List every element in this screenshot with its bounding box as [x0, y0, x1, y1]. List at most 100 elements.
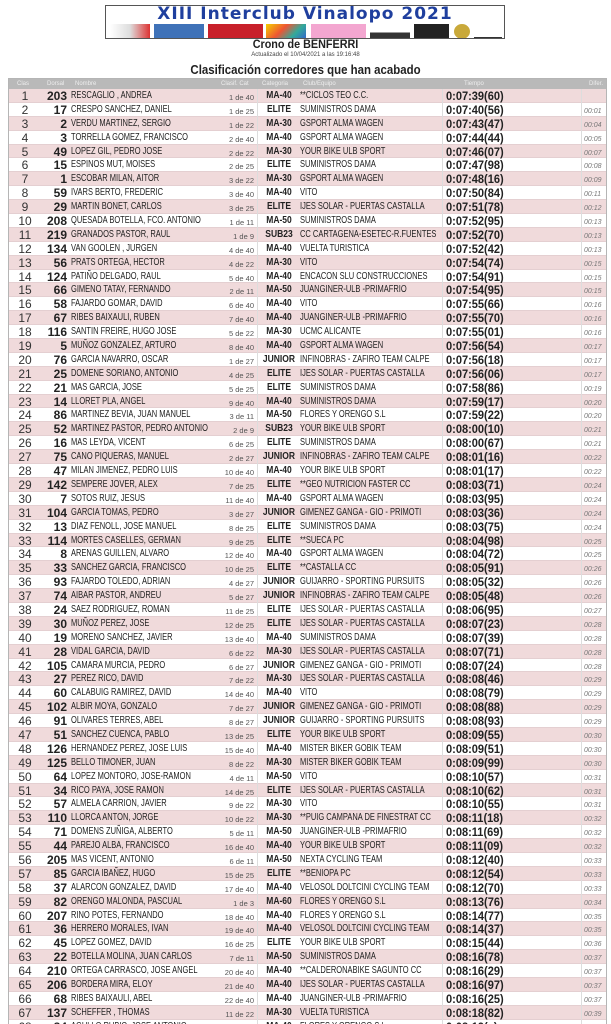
table-row[interactable]: 63 22 BOTELLA MOLINA, JUAN CARLOS 7 de 11 MA… — [9, 950, 606, 965]
finish-time: 0:08:05(32) — [446, 575, 504, 590]
time-gap: 00:30 — [584, 746, 602, 754]
table-row[interactable]: 54 71 DOMENS ZUÑIGA, ALBERTO 5 de 11 MA-50 JU… — [9, 825, 606, 840]
table-row[interactable]: 51 34 RICO PAYA, JOSE RAMON 14 de 25 ELITE IJ… — [9, 783, 606, 798]
table-row[interactable]: 19 5 MUÑOZ GONZALEZ, ARTURO 8 de 40 MA-40 GSP… — [9, 339, 606, 353]
table-row[interactable]: 24 86 MARTINEZ BEVIA, JUAN MANUEL 3 de 11 MA… — [9, 408, 606, 423]
col-header-tiempo[interactable]: Tiempo — [464, 81, 484, 87]
rider-name: MUÑOZ GONZALEZ, ARTURO — [71, 340, 177, 352]
table-row[interactable]: 61 36 HERRERO MORALES, IVAN 19 de 40 MA-40 VE… — [9, 922, 606, 937]
table-row[interactable]: 49 125 BELLO TIMONER, JUAN 8 de 22 MA-30 MIST… — [9, 755, 606, 770]
table-row[interactable]: 14 124 PATIÑO DELGADO, RAUL 5 de 40 MA-40 ENC… — [9, 270, 606, 284]
rank: 28 — [18, 464, 32, 479]
rank: 41 — [18, 644, 32, 659]
table-row[interactable]: 35 33 SANCHEZ GARCIA, FRANCISCO 10 de 25 ELI… — [9, 561, 606, 576]
table-row[interactable]: 33 114 MORTES CASELLES, GERMAN 9 de 25 ELITE… — [9, 533, 606, 548]
time-gap: 00:37 — [584, 983, 602, 990]
table-row[interactable]: 44 60 CALABUIG RAMIREZ, DAVID 14 de 40 MA-40… — [9, 686, 606, 701]
table-row[interactable]: 45 102 ALBIR MOYA, GONZALO 7 de 27 JUNIOR GIM… — [9, 700, 606, 715]
table-row[interactable]: 13 56 PRATS ORTEGA, HECTOR 4 de 22 MA-30 VITO… — [9, 255, 606, 270]
table-row[interactable]: 32 13 DIAZ FENOLL, JOSE MANUEL 8 de 25 ELITE… — [9, 520, 606, 534]
table-row[interactable]: 30 7 SOTOS RUIZ, JESUS 11 de 40 MA-40 GSPORT … — [9, 492, 606, 506]
table-row[interactable]: 16 58 FAJARDO GOMAR, DAVID 6 de 40 MA-40 VITO… — [9, 297, 606, 312]
table-row[interactable]: 31 104 GARCIA TOMAS, PEDRO 3 de 27 JUNIOR GIM… — [9, 505, 606, 520]
table-row[interactable]: 42 105 CAMARA MURCIA, PEDRO 6 de 27 JUNIOR GI… — [9, 659, 606, 673]
table-row[interactable]: 40 19 MORENO SANCHEZ, JAVIER 13 de 40 MA-40 S… — [9, 631, 606, 645]
table-row[interactable]: 26 16 MAS LEYDA, VICENT 6 de 25 ELITE SUMINIS… — [9, 436, 606, 451]
club-team: YOUR BIKE ULB SPORT — [300, 145, 386, 157]
col-header-categoria[interactable]: Categoria — [262, 81, 289, 87]
table-row[interactable]: 56 205 MAS VICENT, ANTONIO 6 de 11 MA-50 NEXT… — [9, 853, 606, 867]
table-row[interactable]: 15 66 GIMENO TATAY, FERNANDO 2 de 11 MA-50 JU… — [9, 283, 606, 298]
table-row[interactable]: 18 116 SANTIN FREIRE, HUGO JOSE 5 de 22 MA-3… — [9, 325, 606, 340]
table-row[interactable]: 9 29 MARTIN BONET, CARLOS 3 de 25 ELITE IJES … — [9, 200, 606, 215]
table-row[interactable]: 20 76 GARCIA NAVARRO, OSCAR 1 de 27 JUNIOR IN… — [9, 353, 606, 367]
table-row[interactable]: 58 37 ALARCON GONZALEZ, DAVID 17 de 40 MA-40… — [9, 881, 606, 895]
table-row[interactable]: 62 45 LOPEZ GOMEZ, DAVID 16 de 25 ELITE YOUR … — [9, 936, 606, 951]
table-row[interactable]: 28 47 MILAN JIMENEZ, PEDRO LUIS 10 de 40 MA-… — [9, 464, 606, 478]
col-header-clas[interactable]: Clas — [17, 81, 30, 87]
table-row[interactable]: 6 15 ESPINOS MUT, MOISES 2 de 25 ELITE SUMINI… — [9, 158, 606, 173]
table-row[interactable]: 5 49 LOPEZ GIL, PEDRO JOSE 2 de 22 MA-30 YOUR… — [9, 144, 606, 159]
table-row[interactable]: 36 93 FAJARDO TOLEDO, ADRIAN 4 de 27 JUNIOR G… — [9, 575, 606, 590]
bib-number: 27 — [53, 672, 67, 687]
rider-name: CALABUIG RAMIREZ, DAVID — [71, 687, 172, 699]
table-row[interactable]: 4 3 TORRELLA GOMEZ, FRANCISCO 2 de 40 MA-40 G… — [9, 131, 606, 145]
table-row[interactable]: 59 82 ORENGO MALONDA, PASCUAL 1 de 3 MA-60 FL… — [9, 894, 606, 909]
col-header-clasif-cat[interactable]: Clasif. Cat — [221, 81, 249, 87]
finish-time: 0:07:44(44) — [446, 130, 504, 145]
table-row[interactable]: 47 51 SANCHEZ CUENCA, PABLO 13 de 25 ELITE YO… — [9, 727, 606, 742]
table-row[interactable]: 29 142 SEMPERE JOVER, ALEX 7 de 25 ELITE **GE… — [9, 477, 606, 492]
category: MA-40 — [266, 742, 292, 754]
table-row[interactable]: 10 208 QUESADA BOTELLA, FCO. ANTONIO 1 de 1… — [9, 214, 606, 228]
table-row[interactable]: 53 110 LLORCA ANTON, JORGE 10 de 22 MA-30 **P… — [9, 811, 606, 826]
table-row[interactable]: 66 68 RIBES BAIXAULI, ABEL 22 de 40 MA-40 JUA… — [9, 992, 606, 1006]
table-row[interactable]: 46 91 OLIVARES TERRES, ABEL 8 de 27 JUNIOR GU… — [9, 714, 606, 728]
bib-number: 44 — [53, 839, 67, 854]
category: MA-40 — [266, 881, 292, 893]
table-row[interactable]: 12 134 VAN GOOLEN , JURGEN 4 de 40 MA-40 VUEL… — [9, 242, 606, 256]
table-row[interactable]: 7 1 ESCOBAR MILAN, AITOR 3 de 22 MA-30 GSPORT… — [9, 172, 606, 187]
col-header-nombre[interactable]: Nombre — [75, 81, 97, 87]
col-header-dorsal[interactable]: Dorsal — [47, 81, 65, 87]
table-row[interactable]: 39 30 MUÑOZ PEREZ, JOSE 12 de 25 ELITE IJES S… — [9, 616, 606, 631]
col-header-club[interactable]: Club/Equipo — [303, 81, 336, 87]
col-header-difer[interactable]: Difer. — [589, 81, 604, 87]
table-row[interactable]: 11 219 GRANADOS PASTOR, RAUL 1 de 9 SUB23 CC … — [9, 227, 606, 242]
bib-number: 8 — [60, 547, 67, 562]
table-row[interactable]: 64 210 ORTEGA CARRASCO, JOSE ANGEL 20 de 40… — [9, 964, 606, 978]
table-row[interactable]: 8 59 IVARS BERTO, FREDERIC 3 de 40 MA-40 VITO… — [9, 186, 606, 201]
table-row[interactable]: 48 126 HERNANDEZ PEREZ, JOSE LUIS 15 de 40 M… — [9, 742, 606, 756]
table-row[interactable]: 23 14 LLORET PLA, ANGEL 9 de 40 MA-40 SUMINIS… — [9, 394, 606, 409]
category: MA-50 — [266, 215, 292, 227]
table-row[interactable]: 60 207 RINO POTES, FERNANDO 18 de 40 MA-40 FL… — [9, 909, 606, 923]
table-row[interactable]: 38 24 SAEZ RODRIGUEZ, ROMAN 11 de 25 ELITE IJ… — [9, 603, 606, 617]
table-row[interactable]: 57 85 GARCIA IBAÑEZ, HUGO 15 de 25 ELITE **BE… — [9, 866, 606, 881]
table-row[interactable]: 55 44 PAREJO ALBA, FRANCISCO 16 de 40 MA-40 Y… — [9, 839, 606, 853]
time-gap: 00:32 — [584, 830, 602, 838]
table-row[interactable]: 21 25 DOMENE SORIANO, ANTONIO 4 de 25 ELITE I… — [9, 366, 606, 381]
table-row[interactable]: 41 28 VIDAL GARCIA, DAVID 6 de 22 MA-30 IJES … — [9, 644, 606, 659]
table-row[interactable]: 25 52 MARTINEZ PASTOR, PEDRO ANTONIO 2 de 9… — [9, 422, 606, 437]
column-divider — [442, 89, 443, 1024]
table-row[interactable]: 52 57 ALMELA CARRION, JAVIER 9 de 22 MA-30 VI… — [9, 797, 606, 812]
category: MA-60 — [266, 895, 292, 907]
table-row[interactable]: 65 206 BORDERA MIRA, ELOY 21 de 40 MA-40 IJES… — [9, 978, 606, 992]
rider-name: LLORCA ANTON, JORGE — [71, 812, 159, 824]
table-row[interactable]: 6884AGULLO RUBIO, JOSE ANTONIO23 de 40MA… — [9, 1020, 606, 1024]
table-row[interactable]: 22 21 MAS GARCIA, JOSE 5 de 25 ELITE SUMINIST… — [9, 381, 606, 395]
table-row[interactable]: 27 75 CANO PIQUERAS, MANUEL 2 de 27 JUNIOR IN… — [9, 450, 606, 465]
category-rank: 4 de 11 — [229, 773, 254, 783]
table-row[interactable]: 34 8 ARENAS GUILLEN, ALVARO 12 de 40 MA-40 GS… — [9, 547, 606, 562]
table-row[interactable]: 3 2 VERDU MARTINEZ, SERGIO 1 de 22 MA-30 GSPO… — [9, 116, 606, 131]
table-row[interactable]: 37 74 AIBAR PASTOR, ANDREU 5 de 27 JUNIOR INF… — [9, 589, 606, 603]
table-row[interactable]: 1 203 RESCAGLIO , ANDREA 1 de 40 MA-40 **CICL… — [9, 89, 606, 103]
finish-time: 0:08:06(95) — [446, 602, 504, 617]
table-row[interactable]: 43 27 PEREZ RICO, DAVID 7 de 22 MA-30 IJES SO… — [9, 672, 606, 687]
category: MA-50 — [266, 409, 292, 421]
table-row[interactable]: 67 137 SCHEFFER , THOMAS 11 de 22 MA-30 VUELT… — [9, 1005, 606, 1020]
table-row[interactable]: 50 64 LOPEZ MONTORO, JOSE-RAMON 4 de 11 MA-5… — [9, 770, 606, 784]
time-gap: 00:34 — [584, 899, 602, 907]
table-row[interactable]: 17 67 RIBES BAIXAULI, RUBEN 7 de 40 MA-40 JUA… — [9, 311, 606, 326]
table-row[interactable]: 2 17 CRESPO SANCHEZ, DANIEL 1 de 25 ELITE SUM… — [9, 103, 606, 117]
finish-time: 0:07:52(70) — [446, 227, 504, 242]
